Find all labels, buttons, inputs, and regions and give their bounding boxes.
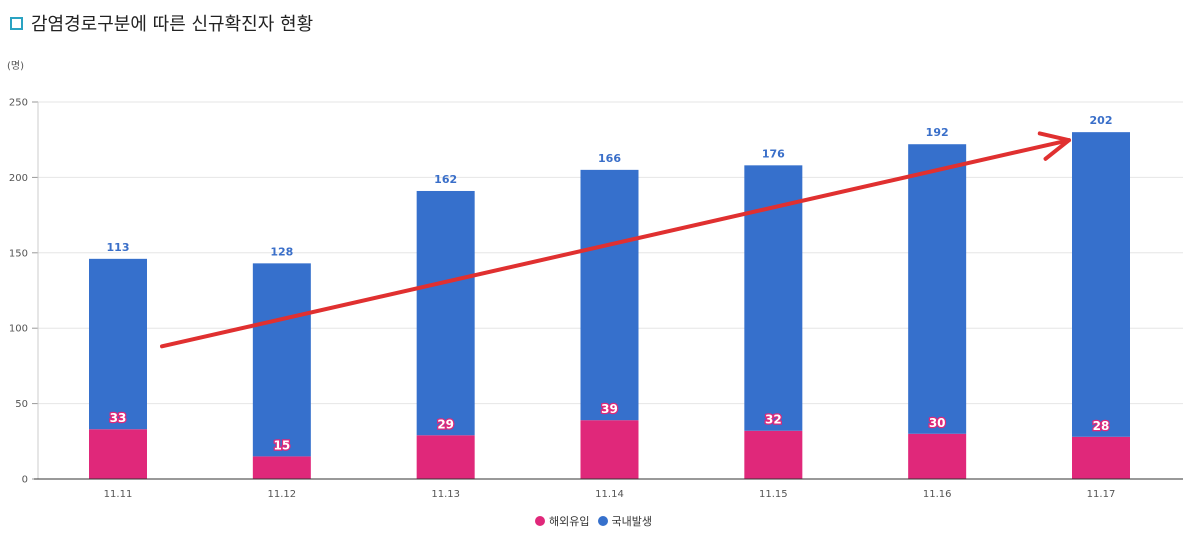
bar-domestic	[580, 169, 639, 421]
data-label-overseas: 32	[765, 413, 782, 427]
bar-overseas	[416, 435, 475, 479]
legend-dot-domestic	[597, 516, 608, 526]
bar-domestic	[744, 165, 803, 431]
bar-overseas	[1072, 436, 1130, 479]
x-tick-label: 11.15	[759, 489, 788, 500]
bar-overseas	[744, 430, 803, 479]
legend-label-overseas: 해외유입	[549, 515, 590, 528]
y-axis-unit: (명)	[7, 60, 24, 72]
legend-item-overseas[interactable]: 해외유입	[535, 513, 590, 529]
bar-domestic	[1072, 132, 1130, 437]
data-label-domestic: 202	[1090, 114, 1113, 127]
title-row: 감염경로구분에 따른 신규확진자 현황	[10, 10, 313, 36]
data-label-domestic: 176	[762, 147, 785, 160]
stacked-bar-chart: (명) 0 50 100 150 200 250 113 33 11.11 128 15 11.12 16…	[7, 60, 1183, 500]
square-bullet-icon	[10, 16, 23, 30]
y-tick-label: 50	[15, 399, 28, 410]
legend-label-domestic: 국내발생	[611, 515, 652, 528]
x-tick-label: 11.14	[595, 489, 624, 500]
x-tick-label: 11.16	[923, 489, 952, 500]
bar-overseas	[908, 433, 967, 479]
data-label-domestic: 166	[598, 152, 621, 165]
trend-arrow-head	[1037, 131, 1071, 161]
data-label-overseas: 29	[437, 417, 454, 431]
data-label-overseas: 28	[1093, 419, 1110, 433]
y-tick-label: 100	[9, 324, 28, 335]
data-label-domestic: 162	[434, 173, 457, 186]
data-label-overseas: 15	[273, 438, 290, 452]
bar-overseas	[89, 429, 147, 479]
trend-arrow-shaft	[160, 138, 1071, 349]
bar-domestic	[416, 190, 475, 436]
data-label-overseas: 39	[601, 402, 618, 416]
data-label-domestic: 128	[270, 245, 293, 258]
bar-overseas	[252, 456, 311, 479]
x-tick-label: 11.13	[431, 489, 460, 500]
bar-domestic	[908, 144, 967, 434]
bar-domestic	[89, 258, 147, 430]
y-tick-label: 200	[9, 173, 28, 184]
y-tick-label: 250	[9, 98, 28, 109]
chart-legend: 해외유입 국내발생	[0, 513, 1187, 529]
legend-item-domestic[interactable]: 국내발생	[597, 513, 652, 529]
x-tick-label: 11.12	[268, 489, 297, 500]
data-label-domestic: 192	[926, 126, 949, 139]
bar-domestic	[252, 263, 311, 457]
y-tick-label: 150	[9, 248, 28, 259]
x-tick-label: 11.17	[1087, 489, 1116, 500]
chart-title: 감염경로구분에 따른 신규확진자 현황	[31, 14, 314, 35]
legend-dot-overseas	[535, 516, 546, 526]
data-label-overseas: 30	[929, 416, 946, 430]
bar-overseas	[580, 420, 639, 479]
data-label-domestic: 113	[107, 241, 130, 254]
data-label-overseas: 33	[110, 411, 127, 425]
y-tick-label: 0	[22, 475, 28, 486]
x-tick-label: 11.11	[104, 489, 133, 500]
